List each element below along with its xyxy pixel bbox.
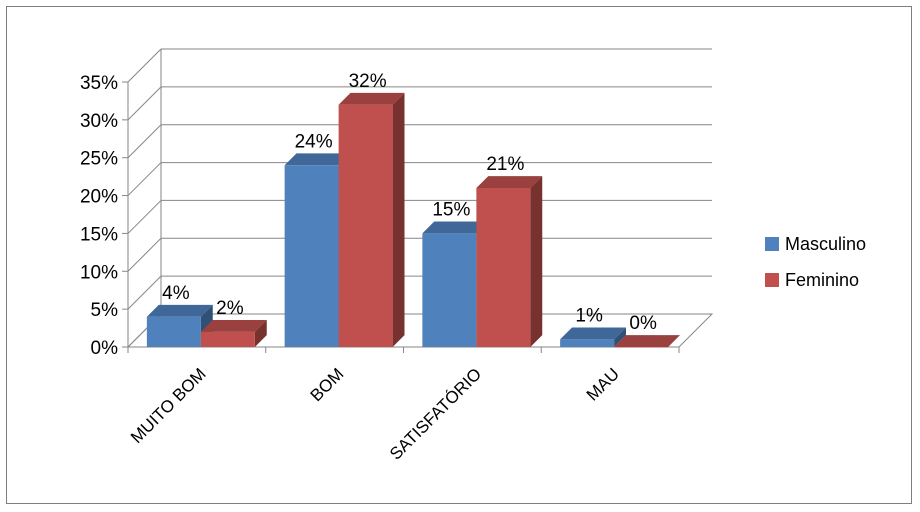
x-category-label: MUITO BOM: [127, 364, 210, 447]
bar-top: [560, 327, 627, 340]
bar-side: [254, 319, 267, 347]
data-label: 32%: [349, 71, 387, 92]
gridline-side: [127, 200, 162, 234]
gridline-side: [127, 275, 162, 310]
bar: [146, 316, 201, 347]
bar: [476, 188, 531, 347]
gridline-side: [127, 124, 162, 159]
data-label: 24%: [295, 131, 333, 152]
x-category-label: MAU: [583, 364, 623, 404]
data-label: 2%: [216, 298, 244, 319]
y-tick-label: 5%: [91, 300, 119, 321]
x-category-label: BOM: [307, 364, 348, 405]
gridline-side: [127, 237, 162, 272]
gridline-side: [127, 48, 162, 83]
bar: [422, 233, 477, 347]
data-label: 21%: [486, 154, 524, 175]
bar-top: [614, 335, 681, 347]
bar: [614, 347, 669, 348]
bar: [284, 165, 339, 347]
bar-top: [146, 304, 213, 317]
data-label: 4%: [162, 283, 190, 304]
bar-side: [392, 92, 405, 347]
legend-swatch: [765, 273, 779, 287]
x-category-label: SATISFATÓRIO: [386, 364, 485, 463]
bar-top: [476, 176, 543, 188]
bar-top: [284, 153, 351, 166]
legend-swatch: [765, 237, 779, 251]
y-tick-label: 0%: [91, 338, 119, 359]
legend-label: Masculino: [785, 234, 866, 254]
legend-label: Feminino: [785, 270, 859, 290]
bar-chart: 0% 5% 10% 15% 20% 25% 30% 35% 4% 2% MUITO BOM 24% 32…: [80, 48, 866, 464]
bar-side: [614, 327, 627, 347]
y-tick-label: 25%: [80, 149, 118, 170]
data-label: 15%: [432, 200, 470, 221]
bar: [560, 339, 615, 347]
y-tick-label: 15%: [80, 224, 118, 245]
gridline-side: [127, 86, 162, 121]
bar-top: [200, 319, 267, 332]
y-tick-label: 20%: [80, 187, 118, 208]
y-tick-label: 10%: [80, 262, 118, 283]
bar: [338, 104, 393, 347]
data-label: 1%: [575, 306, 603, 327]
bar-side: [530, 176, 543, 347]
y-tick-label: 35%: [80, 73, 118, 94]
bar-top: [338, 92, 405, 105]
chart-frame: 0% 5% 10% 15% 20% 25% 30% 35% 4% 2% MUITO BOM 24% 32…: [6, 6, 912, 504]
data-label: 0%: [629, 313, 657, 334]
bar: [200, 331, 255, 347]
bar-top: [422, 221, 489, 234]
y-tick-label: 30%: [80, 111, 118, 132]
gridline-side: [127, 162, 162, 196]
